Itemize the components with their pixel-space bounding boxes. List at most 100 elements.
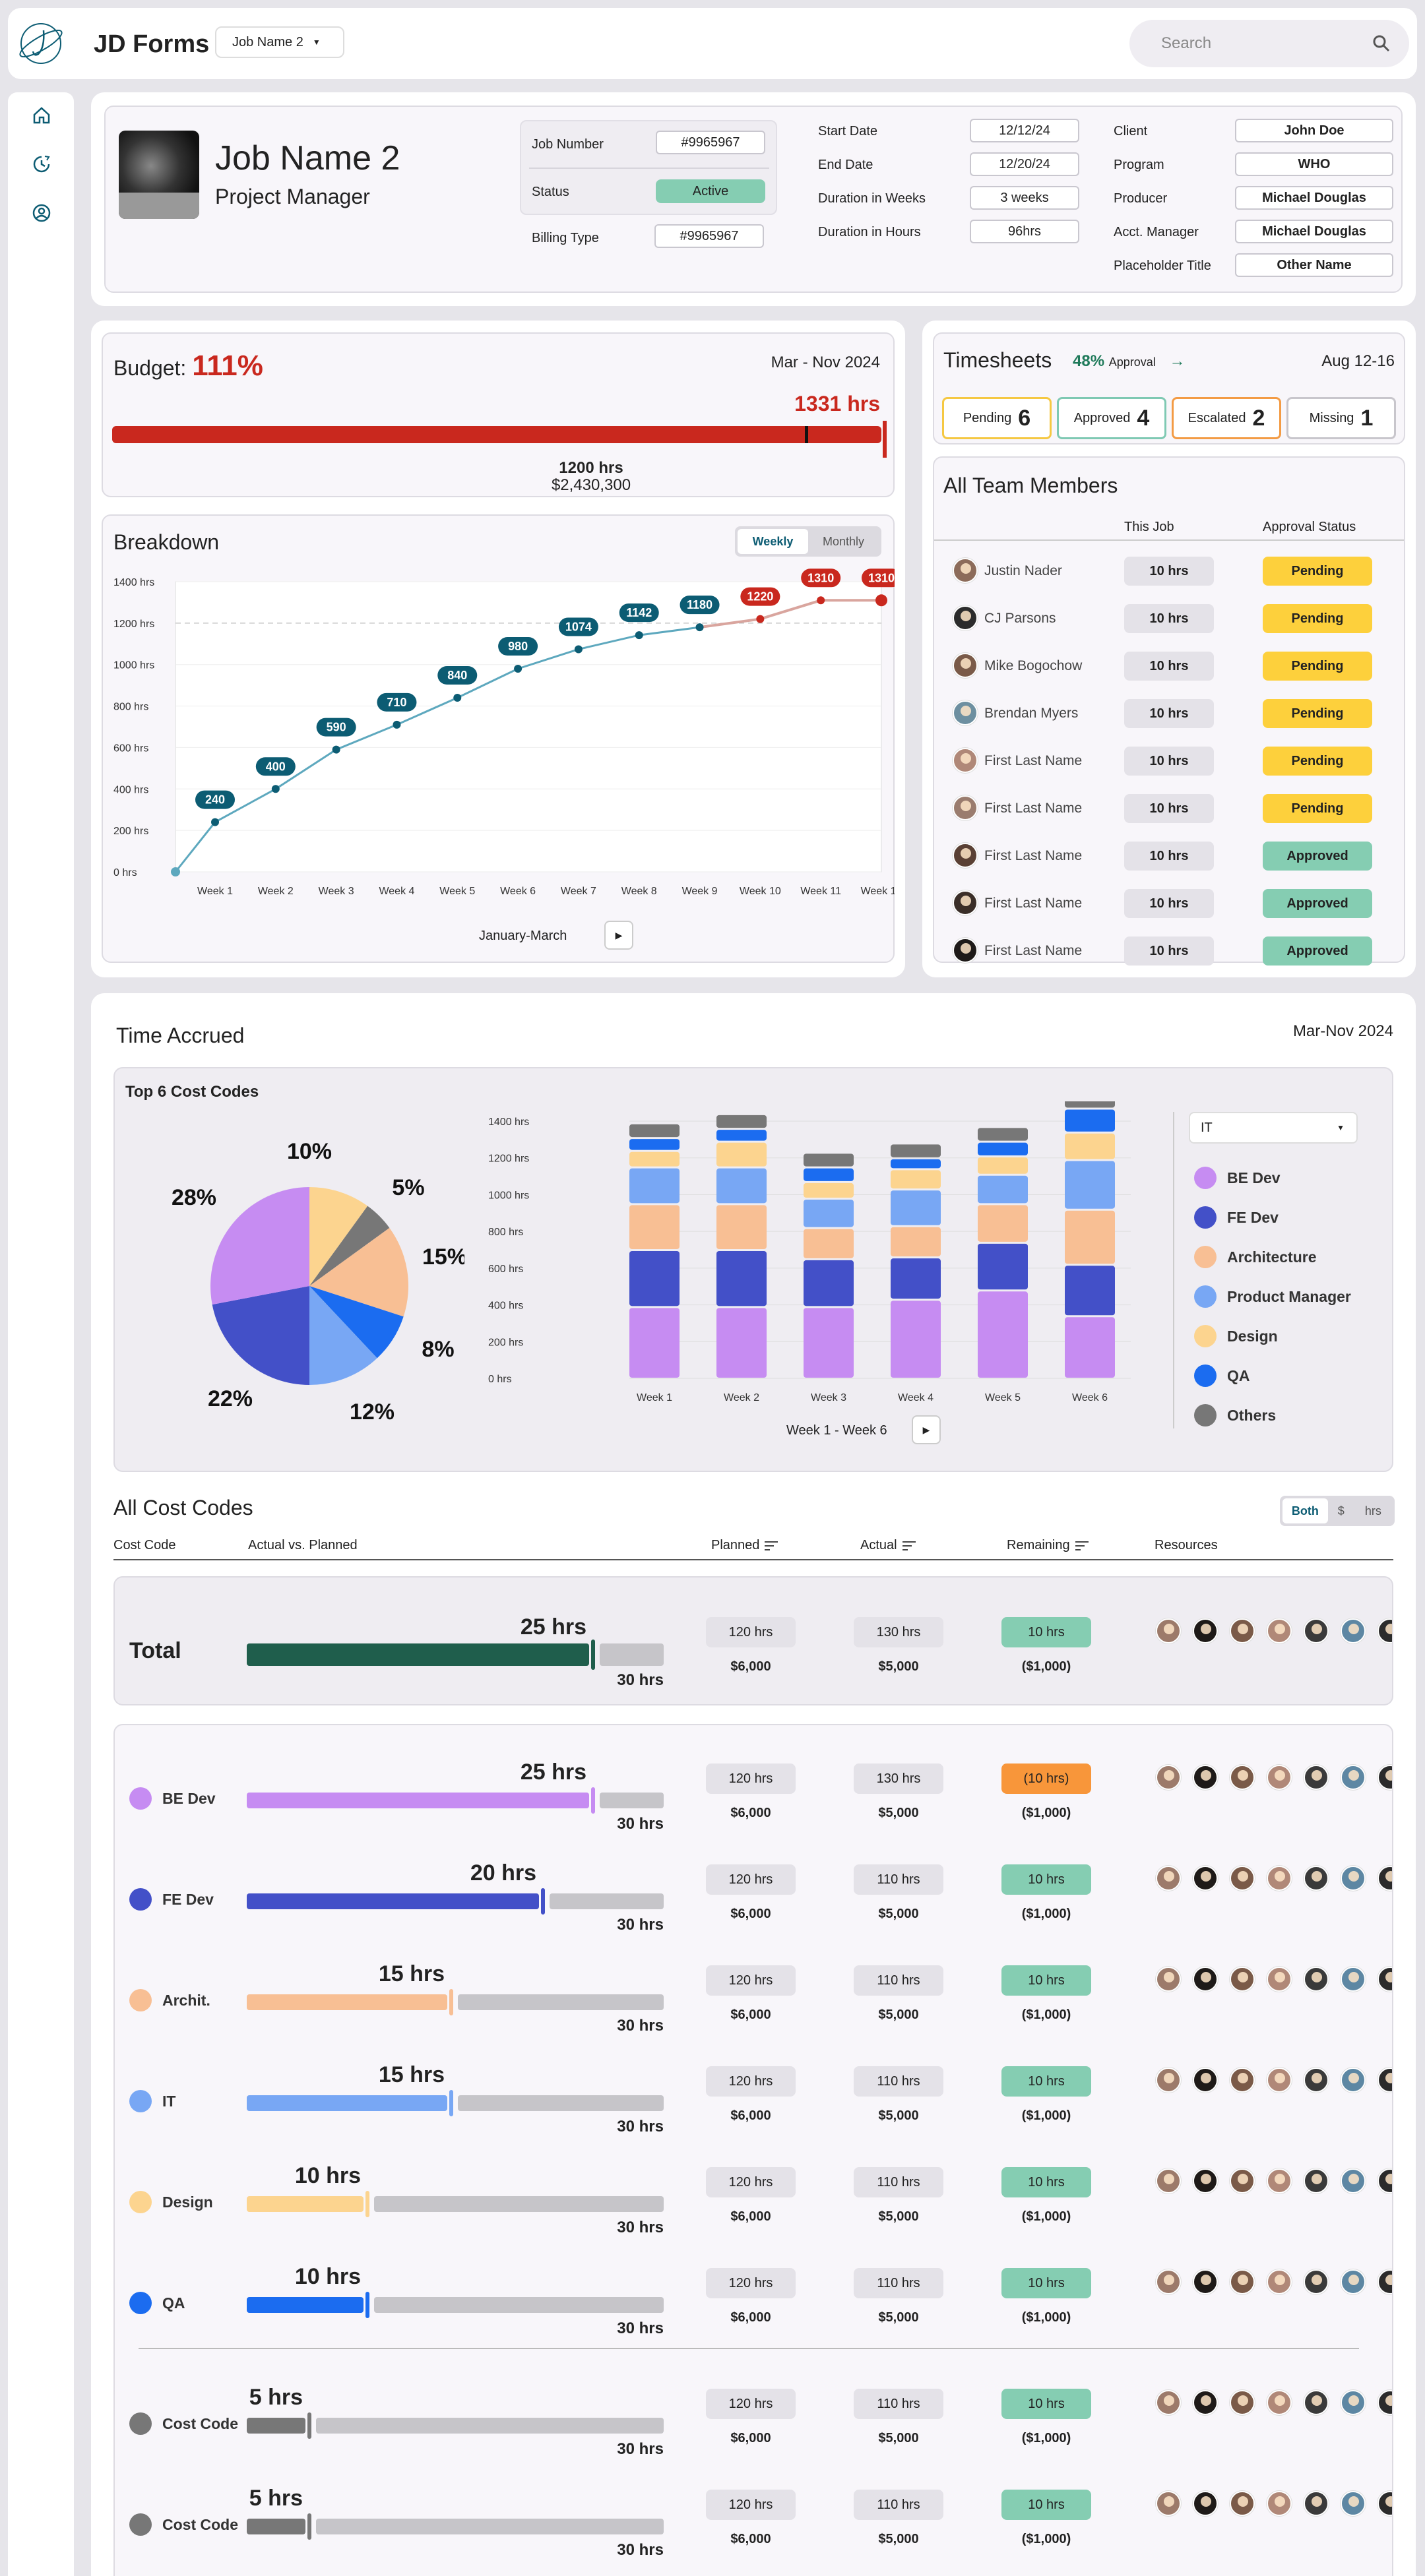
cost-code-row[interactable]: Cost Code 5 hrs 30 hrs 120 hrs $6,000 110 hrs… [115, 2463, 1392, 2562]
avatar[interactable] [1341, 1967, 1366, 1992]
avatar[interactable] [1304, 2068, 1329, 2093]
avatar[interactable] [1267, 2390, 1292, 2415]
avatar[interactable] [1156, 2491, 1181, 2516]
cost-code-row[interactable]: Cost Code 5 hrs 30 hrs 120 hrs $6,000 110 hrs… [115, 2362, 1392, 2461]
avatar[interactable] [1378, 1967, 1392, 1992]
avatar[interactable] [1378, 1618, 1392, 1643]
avatar[interactable] [1230, 1967, 1255, 1992]
toggle-monthly[interactable]: Monthly [822, 535, 865, 548]
avatar[interactable] [1267, 1866, 1292, 1891]
cost-code-row[interactable]: BE Dev 25 hrs 30 hrs 120 hrs $6,000 130 hrs $5… [115, 1737, 1392, 1836]
avatar[interactable] [1230, 1866, 1255, 1891]
toggle-weekly[interactable]: Weekly [738, 529, 808, 554]
avatar[interactable] [1267, 2269, 1292, 2294]
legend-item[interactable]: Others [1194, 1395, 1351, 1435]
avatar[interactable] [1378, 2491, 1392, 2516]
cost-code-row[interactable]: IT 15 hrs 30 hrs 120 hrs $6,000 110 hrs $5,000… [115, 2040, 1392, 2139]
legend-item[interactable]: QA [1194, 1356, 1351, 1395]
team-member-row[interactable]: Mike Bogochow 10 hrs Pending [934, 645, 1404, 687]
team-member-row[interactable]: First Last Name 10 hrs Pending [934, 787, 1404, 830]
avatar[interactable] [1230, 2168, 1255, 2193]
avatar[interactable] [1378, 1866, 1392, 1891]
avatar[interactable] [1156, 1765, 1181, 1790]
avatar[interactable] [1156, 2068, 1181, 2093]
avatar[interactable] [1341, 1866, 1366, 1891]
avatar[interactable] [1193, 2390, 1218, 2415]
legend-item[interactable]: BE Dev [1194, 1158, 1351, 1198]
search-icon[interactable] [1372, 34, 1391, 53]
team-member-row[interactable]: First Last Name 10 hrs Approved [934, 930, 1404, 972]
avatar[interactable] [1230, 1765, 1255, 1790]
avatar[interactable] [1193, 1866, 1218, 1891]
avatar[interactable] [1156, 2168, 1181, 2193]
avatar[interactable] [1304, 2390, 1329, 2415]
team-member-row[interactable]: First Last Name 10 hrs Approved [934, 882, 1404, 925]
avatar[interactable] [1230, 2491, 1255, 2516]
home-icon[interactable] [32, 106, 51, 125]
avatar[interactable] [1193, 2168, 1218, 2193]
avatar[interactable] [1267, 2491, 1292, 2516]
legend-filter[interactable]: IT ▼ [1189, 1112, 1358, 1144]
cost-code-row[interactable]: Design 10 hrs 30 hrs 120 hrs $6,000 110 hrs $5… [115, 2141, 1392, 2240]
team-member-row[interactable]: First Last Name 10 hrs Pending [934, 740, 1404, 782]
header-planned[interactable]: Planned [711, 1538, 778, 1553]
avatar[interactable] [1267, 1618, 1292, 1643]
avatar[interactable] [1267, 2168, 1292, 2193]
bar-next-button[interactable]: ▶ [912, 1415, 941, 1444]
avatar[interactable] [1156, 1967, 1181, 1992]
avatar[interactable] [1267, 2068, 1292, 2093]
avatar[interactable] [1341, 2491, 1366, 2516]
avatar[interactable] [1304, 1967, 1329, 1992]
toggle-hrs[interactable]: hrs [1364, 1504, 1381, 1518]
total-cost-row[interactable]: Total 25 hrs 30 hrs 120 hrs $6,000 130 hrs $5,… [115, 1591, 1392, 1690]
legend-item[interactable]: FE Dev [1194, 1198, 1351, 1237]
avatar[interactable] [1193, 1967, 1218, 1992]
avatar[interactable] [1230, 1618, 1255, 1643]
header-remaining[interactable]: Remaining [1007, 1538, 1089, 1553]
search-input[interactable]: Search [1129, 20, 1409, 67]
avatar[interactable] [1378, 2068, 1392, 2093]
cost-code-row[interactable]: QA 10 hrs 30 hrs 120 hrs $6,000 110 hrs $5,000… [115, 2242, 1392, 2341]
team-member-row[interactable]: First Last Name 10 hrs Approved [934, 835, 1404, 877]
legend-item[interactable]: Architecture [1194, 1237, 1351, 1277]
avatar[interactable] [1267, 1765, 1292, 1790]
avatar[interactable] [1378, 1765, 1392, 1790]
legend-item[interactable]: Design [1194, 1316, 1351, 1356]
avatar[interactable] [1304, 1618, 1329, 1643]
avatar[interactable] [1304, 2168, 1329, 2193]
team-member-row[interactable]: CJ Parsons 10 hrs Pending [934, 598, 1404, 640]
approval-arrow-icon[interactable]: → [1169, 352, 1186, 370]
history-icon[interactable] [32, 154, 51, 174]
stat-pending[interactable]: Pending 6 [942, 397, 1052, 439]
avatar[interactable] [1304, 2491, 1329, 2516]
toggle-both[interactable]: Both [1282, 1498, 1328, 1523]
avatar[interactable] [1304, 1866, 1329, 1891]
avatar[interactable] [1378, 2269, 1392, 2294]
avatar[interactable] [1230, 2068, 1255, 2093]
avatar[interactable] [1378, 2168, 1392, 2193]
avatar[interactable] [1341, 2068, 1366, 2093]
avatar[interactable] [1156, 1866, 1181, 1891]
avatar[interactable] [1341, 1765, 1366, 1790]
avatar[interactable] [1193, 1618, 1218, 1643]
cost-code-row[interactable]: Archit. 15 hrs 30 hrs 120 hrs $6,000 110 hrs $… [115, 1939, 1392, 2038]
avatar[interactable] [1341, 2168, 1366, 2193]
avatar[interactable] [1230, 2390, 1255, 2415]
profile-icon[interactable] [32, 203, 51, 223]
avatar[interactable] [1267, 1967, 1292, 1992]
avatar[interactable] [1378, 2390, 1392, 2415]
team-member-row[interactable]: Brendan Myers 10 hrs Pending [934, 692, 1404, 735]
stat-approved[interactable]: Approved 4 [1057, 397, 1166, 439]
avatar[interactable] [1304, 1765, 1329, 1790]
avatar[interactable] [1193, 2491, 1218, 2516]
avatar[interactable] [1341, 2390, 1366, 2415]
avatar[interactable] [1156, 2390, 1181, 2415]
avatar[interactable] [1230, 2269, 1255, 2294]
job-selector[interactable]: Job Name 2 ▼ [215, 26, 344, 58]
avatar[interactable] [1341, 1618, 1366, 1643]
avatar[interactable] [1193, 2068, 1218, 2093]
team-member-row[interactable]: Justin Nader 10 hrs Pending [934, 550, 1404, 592]
avatar[interactable] [1193, 2269, 1218, 2294]
stat-escalated[interactable]: Escalated 2 [1172, 397, 1281, 439]
avatar[interactable] [1341, 2269, 1366, 2294]
